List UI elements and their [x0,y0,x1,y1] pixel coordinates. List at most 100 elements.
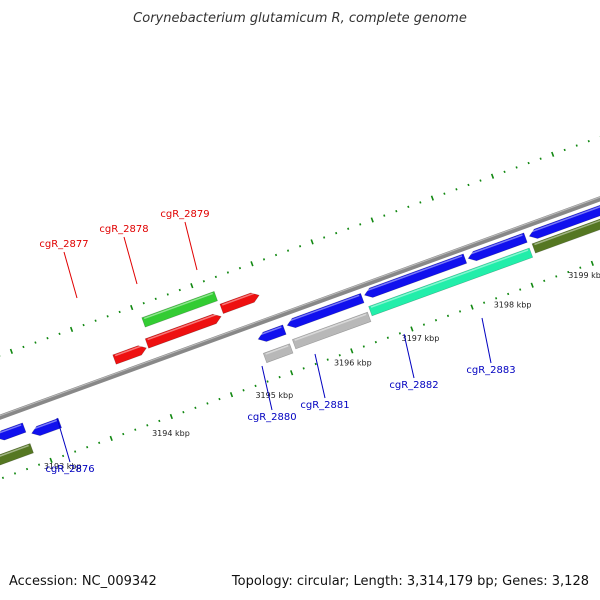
feature-highlight [529,205,600,233]
upper-tick-mark [94,319,97,322]
upper-tick-mark [395,210,398,213]
gene-leader-line [314,353,326,399]
lower-tick-mark [398,332,401,335]
upper-tick-mark [419,201,422,204]
feature-bar-cgR_2878 [141,290,218,328]
feature-layer [0,204,600,466]
lower-tick-mark [194,406,197,409]
gene-leader-line [184,221,198,271]
lower-tick-mark [98,441,101,445]
label-layer: 3193 kbp 3194 kbp 3195 kbp 3196 kbp 3197 kbp… [39,209,600,475]
feature-body [368,247,534,317]
kbp-tick-label: 3197 kbp [402,334,440,343]
feature-body [286,292,365,329]
feature-body [31,417,62,436]
page-title: Corynebacterium glutamicum R, complete g… [133,11,467,26]
upper-tick-mark [34,341,37,344]
feature-highlight [294,313,367,341]
gene-arrow-cgR_2876 [0,422,27,441]
lower-tick-mark [146,424,149,427]
upper-tick-mark [106,315,109,318]
upper-tick-mark [69,326,74,333]
upper-tick-mark [178,288,181,292]
lower-tick-mark [290,370,294,376]
lower-tick-mark [109,435,113,442]
upper-tick-mark [310,239,314,245]
feature-body [112,345,147,365]
upper-tick-mark [22,345,25,349]
feature-body [0,422,27,441]
feature-body [0,443,34,466]
lower-tick-mark [458,310,462,313]
upper-tick-mark [335,231,338,235]
gene-label: cgR_2876 [45,464,94,475]
tick-dots-layer [0,136,600,480]
feature-highlight [143,292,214,320]
lower-tick-mark [86,445,89,449]
feature-body [467,232,528,262]
upper-tick-mark [407,205,410,209]
feature-body [531,218,600,254]
backbone-line [0,196,600,420]
lower-tick-mark [590,260,594,266]
upper-tick-mark [575,144,578,147]
kbp-tick-label: 3199 kbp [568,271,600,280]
upper-tick-mark [298,245,302,248]
upper-tick-mark [587,139,590,143]
feature-body [291,311,372,350]
feature-body [257,324,287,342]
gene-leader-line [123,236,138,285]
gene-label: cgR_2883 [466,365,515,376]
kbp-tick-label: 3196 kbp [334,358,372,367]
gene-arrow-cgR_2878 [144,313,222,349]
lower-tick-mark [338,354,341,357]
feature-body [141,290,218,328]
lower-tick-mark [350,348,354,354]
gene-label: cgR_2878 [99,224,148,235]
lower-tick-mark [362,345,365,348]
lower-tick-mark [254,384,257,388]
lower-tick-mark [25,467,29,471]
kbp-tick-label: 3193 kbp [44,462,82,471]
lower-tick-mark [519,288,522,291]
gene-arrow-cgR_2881 [286,292,365,329]
lower-tick-mark [242,389,245,392]
accession-text: Accession: NC_009342 [9,574,157,589]
lower-tick-mark [13,472,17,475]
lower-tick-mark [169,413,173,420]
lower-tick-mark [495,297,498,300]
upper-tick-mark [82,323,85,327]
lower-tick-mark [422,323,426,326]
lower-tick-mark [507,292,510,296]
upper-tick-mark [214,275,217,279]
upper-tick-mark [274,253,278,257]
lower-tick-mark [374,340,377,344]
gene-leader-line [481,317,492,364]
upper-tick-mark [503,170,506,174]
upper-tick-mark [286,249,290,252]
lower-tick-mark [555,275,558,278]
upper-tick-mark [130,304,134,311]
feature-highlight [364,255,463,292]
upper-tick-mark [430,195,434,201]
lower-tick-mark [386,336,389,339]
backbone-layer [0,196,600,420]
upper-tick-mark [46,336,49,340]
gene-arrow-cgR_2882 [364,253,468,298]
feature-highlight [221,291,257,306]
feature-body [219,292,260,314]
lower-tick-mark [567,270,570,274]
upper-tick-mark [527,161,530,165]
lower-tick-mark [62,454,65,458]
gene-leader-line [56,417,71,463]
upper-tick-mark [383,214,386,217]
upper-tick-mark [202,280,205,283]
gene-label: cgR_2880 [247,412,296,423]
feature-bar-right [531,218,600,254]
kbp-tick-label: 3194 kbp [152,429,190,438]
gene-arrow-next [528,204,600,239]
lower-tick-mark [74,450,77,453]
feature-highlight [534,219,600,246]
upper-tick-mark [250,261,254,267]
